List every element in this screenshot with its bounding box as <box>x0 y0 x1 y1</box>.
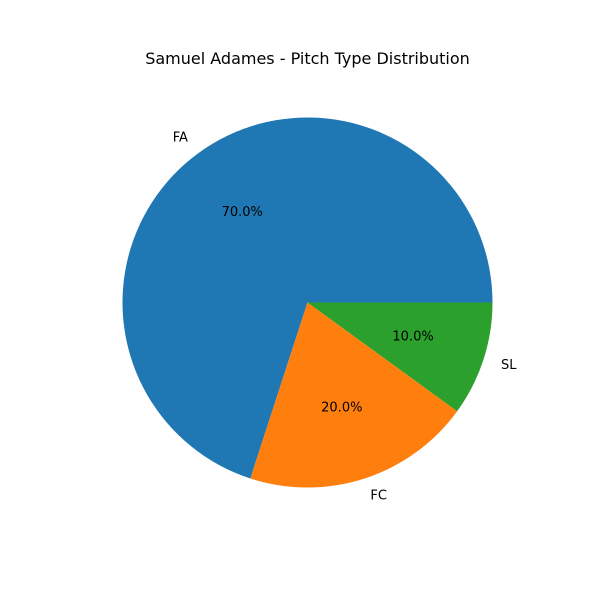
slice-label-fa: FA <box>173 130 188 145</box>
percent-label-fa: 70.0% <box>222 205 263 220</box>
slice-label-fc: FC <box>370 489 387 504</box>
pie-slice-sl <box>307 302 493 412</box>
percent-label-sl: 10.0% <box>392 329 433 344</box>
pie-slice-fc <box>250 302 458 488</box>
pie-labels: FA 70.0% FC 20.0% SL 10.0% <box>173 130 518 503</box>
pie-slice-fa <box>122 117 493 479</box>
percent-label-fc: 20.0% <box>321 401 362 416</box>
chart-title: Samuel Adames - Pitch Type Distribution <box>145 49 470 68</box>
pie-slices <box>122 117 493 488</box>
slice-label-sl: SL <box>501 358 517 373</box>
